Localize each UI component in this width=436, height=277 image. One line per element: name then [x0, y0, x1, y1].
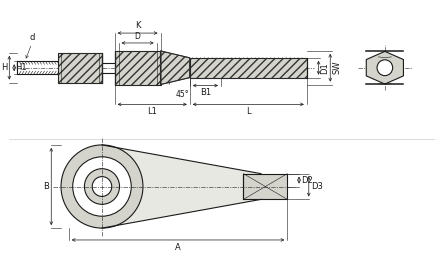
Polygon shape: [102, 145, 261, 228]
Circle shape: [85, 169, 119, 204]
Text: H1: H1: [15, 63, 27, 72]
Polygon shape: [366, 51, 403, 84]
Bar: [115, 51, 160, 84]
Text: D2: D2: [301, 176, 313, 184]
Text: D3: D3: [311, 182, 323, 191]
Text: K: K: [135, 21, 140, 30]
Text: d: d: [29, 34, 34, 42]
Text: L1: L1: [147, 107, 157, 116]
Circle shape: [92, 177, 112, 196]
Text: 45°: 45°: [176, 91, 190, 99]
Bar: [58, 53, 102, 83]
Circle shape: [61, 145, 143, 228]
Polygon shape: [160, 51, 190, 84]
Text: H: H: [1, 63, 7, 72]
Text: B: B: [44, 182, 49, 191]
Bar: [190, 58, 307, 78]
Circle shape: [377, 60, 393, 76]
Text: L: L: [246, 107, 251, 116]
Bar: [58, 53, 102, 83]
Text: B1: B1: [200, 88, 211, 96]
Text: D: D: [135, 32, 140, 41]
Circle shape: [73, 157, 131, 216]
Text: SW: SW: [332, 61, 341, 75]
Bar: [190, 58, 307, 78]
Bar: [115, 51, 160, 84]
Text: A: A: [175, 243, 181, 252]
Bar: [243, 174, 287, 199]
Text: D1: D1: [320, 62, 330, 74]
